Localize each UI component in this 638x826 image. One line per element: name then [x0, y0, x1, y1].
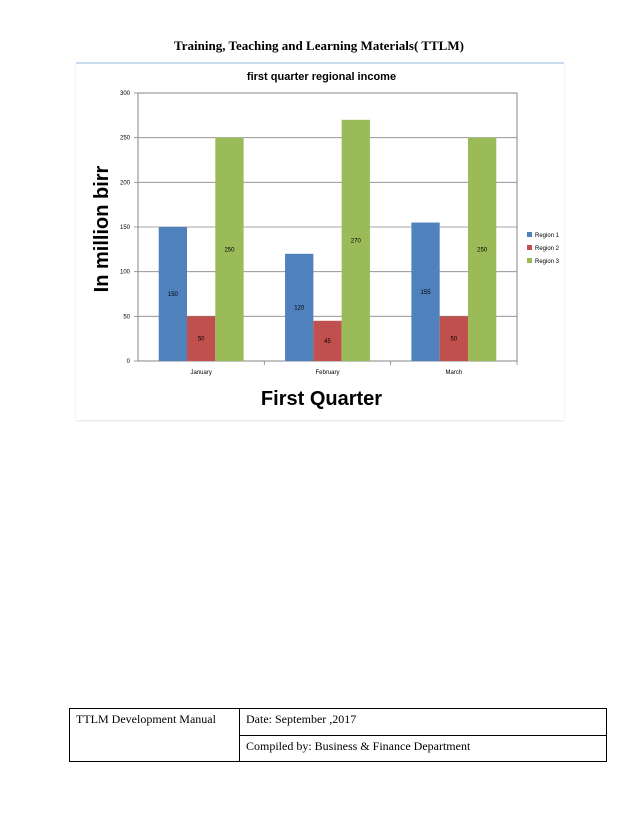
data-label: 45 [324, 339, 331, 345]
y-tick-label: 50 [123, 314, 130, 320]
footer-table: TTLM Development Manual Date: September … [69, 708, 607, 762]
bar-region-1 [158, 227, 188, 361]
y-tick-label: 100 [120, 270, 131, 276]
footer-compiled-cell: Compiled by: Business & Finance Departme… [239, 734, 607, 762]
legend-swatch [527, 232, 532, 237]
data-label: 150 [168, 292, 179, 298]
legend-entry: Region 1 [535, 233, 560, 239]
legend-entry: Region 2 [535, 246, 560, 252]
legend-swatch [527, 245, 532, 250]
chart-frame: 0 50 100 150 200 250 300 first quarter regional… [76, 62, 564, 420]
bar-region-2 [313, 320, 342, 361]
footer-date-cell: Date: September ,2017 [239, 708, 607, 736]
data-label: 270 [351, 238, 362, 244]
bar-region-1 [285, 253, 314, 361]
bar-region-3 [341, 119, 370, 361]
legend-swatch [527, 258, 532, 263]
bar-region-2 [187, 316, 216, 361]
bar-region-2 [439, 316, 468, 361]
bar-region-1 [411, 222, 440, 361]
chart-title: first quarter regional income [247, 71, 396, 83]
data-label: 50 [450, 337, 457, 343]
data-label: 120 [294, 305, 305, 311]
legend-entry: Region 3 [535, 259, 560, 265]
x-axis-label: First Quarter [261, 388, 382, 410]
x-tick-label: January [190, 370, 211, 376]
x-tick-label: February [315, 370, 339, 376]
y-tick-label: 0 [127, 359, 131, 365]
data-label: 50 [198, 337, 205, 343]
y-tick-label: 200 [120, 180, 131, 186]
y-tick-label: 150 [120, 225, 131, 231]
data-label: 250 [224, 247, 235, 253]
bar-chart: 0 50 100 150 200 250 300 first quarter regional… [91, 71, 560, 410]
bar-region-3 [467, 137, 497, 361]
y-axis-label: In million birr [91, 165, 113, 292]
bar-region-3 [215, 137, 244, 361]
footer-manual-cell: TTLM Development Manual [69, 708, 240, 762]
x-tick-label: March [445, 370, 462, 376]
page-header-title: Training, Teaching and Learning Material… [174, 38, 464, 53]
data-label: 155 [421, 290, 432, 296]
y-tick-label: 300 [120, 91, 131, 97]
y-tick-label: 250 [120, 136, 131, 142]
data-label: 250 [477, 247, 488, 253]
